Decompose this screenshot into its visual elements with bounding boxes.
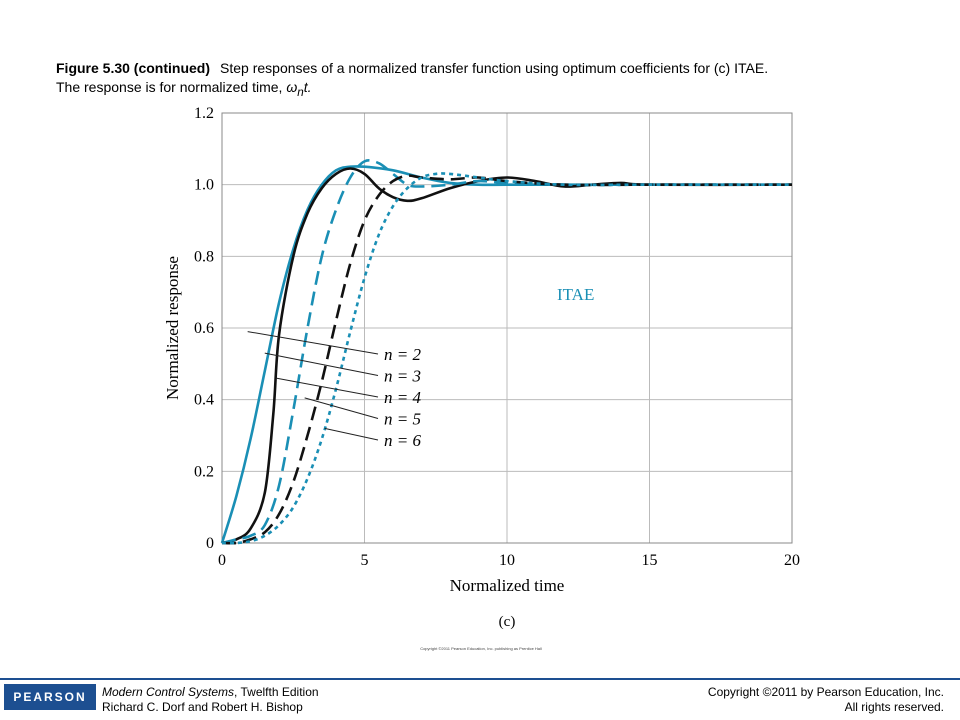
y-tick-label: 1.2	[194, 105, 214, 122]
y-axis-label: Normalized response	[163, 256, 182, 400]
y-tick-label: 0.8	[194, 248, 214, 265]
x-tick-label: 10	[499, 552, 515, 569]
x-tick-label: 0	[218, 552, 226, 569]
pearson-logo: PEARSON	[4, 684, 96, 710]
caption-line2-text: The response is for normalized time,	[56, 79, 287, 95]
y-tick-label: 0	[206, 535, 214, 552]
panel-label: (c)	[499, 614, 516, 630]
legend-leader-n6	[324, 427, 379, 441]
x-tick-label: 15	[642, 552, 658, 569]
caption-text: Step responses of a normalized transfer …	[220, 60, 769, 76]
figure-label: Figure 5.30 (continued)	[56, 60, 211, 76]
series-legend: n = 2 n = 3 n = 4 n = 5 n = 6	[247, 331, 421, 450]
y-tick-label: 0.4	[194, 392, 214, 409]
time-symbol: t.	[303, 79, 312, 95]
series-line-n6	[221, 172, 792, 545]
series-line-n5	[221, 174, 792, 545]
footer-book-info: Modern Control Systems, Twelfth Edition …	[102, 685, 319, 715]
legend-leader-n3	[264, 352, 379, 376]
y-tick-label: 0.2	[194, 463, 214, 480]
book-edition: , Twelfth Edition	[234, 685, 319, 699]
series-line-n3	[221, 167, 793, 545]
book-authors: Richard C. Dorf and Robert H. Bishop	[102, 700, 303, 714]
rights-text: All rights reserved.	[844, 700, 944, 714]
subscript-n: n	[297, 85, 304, 99]
itae-annotation: ITAE	[557, 285, 594, 304]
series-line-n2	[220, 165, 792, 544]
legend-label-n5: n = 5	[384, 410, 421, 429]
y-tick-label: 1.0	[194, 177, 214, 194]
figure-caption: Figure 5.30 (continued) Step responses of…	[56, 59, 916, 102]
legend-leader-n2	[247, 331, 379, 355]
plot-frame	[221, 112, 793, 544]
book-title: Modern Control Systems	[102, 685, 235, 699]
y-tick-label: 0.6	[194, 320, 214, 337]
legend-leader-n4	[276, 377, 379, 398]
caption-line-2: The response is for normalized time, ωnt…	[56, 78, 916, 102]
caption-line-1: Figure 5.30 (continued) Step responses of…	[56, 59, 916, 78]
copyright-text: Copyright ©2011 by Pearson Education, In…	[707, 685, 944, 699]
legend-leader-n5	[304, 397, 379, 419]
footer-rule	[0, 678, 960, 680]
book-line: Modern Control Systems, Twelfth Edition	[102, 685, 319, 700]
omega-symbol: ω	[286, 79, 298, 95]
legend-label-n2: n = 2	[384, 345, 421, 364]
x-tick-label: 5	[361, 552, 369, 569]
step-response-chart: 0 5 10 15 20 0 0.2 0.4 0.6 0.8 1.0 1.2 Normalized t…	[163, 105, 800, 651]
footer-copyright: Copyright ©2011 by Pearson Education, In…	[708, 685, 944, 715]
small-copyright: Copyright ©2011 Pearson Education, Inc. …	[420, 646, 542, 651]
x-axis-label: Normalized time	[450, 576, 565, 595]
series-layer	[220, 159, 793, 545]
series-line-n4	[221, 159, 792, 545]
tick-labels: 0 5 10 15 20 0 0.2 0.4 0.6 0.8 1.0 1.2	[194, 105, 800, 569]
x-tick-label: 20	[784, 552, 800, 569]
legend-label-n3: n = 3	[384, 367, 421, 386]
legend-label-n4: n = 4	[384, 388, 421, 407]
legend-label-n6: n = 6	[384, 431, 421, 450]
